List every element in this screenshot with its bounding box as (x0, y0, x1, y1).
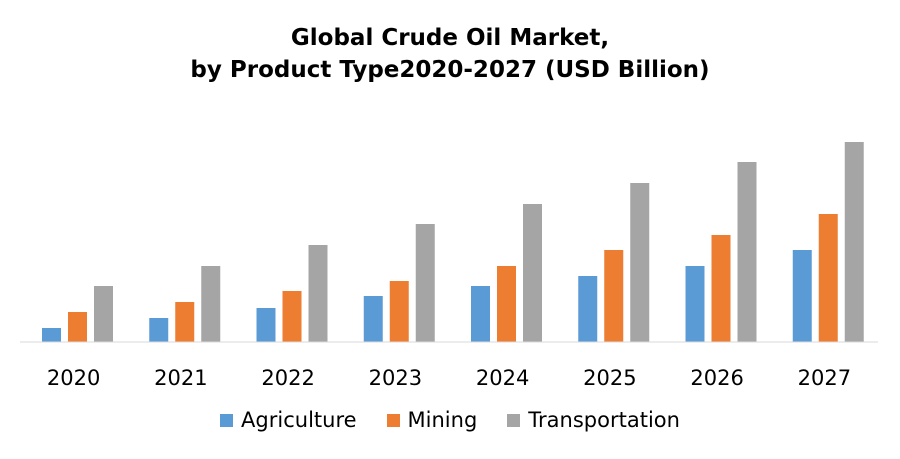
x-tick-label-2026: 2026 (690, 366, 743, 390)
bar-transportation-2020 (94, 286, 113, 342)
bar-transportation-2025 (630, 183, 650, 342)
bar-transportation-2027 (844, 142, 864, 342)
legend-swatch-transportation (507, 413, 521, 427)
chart-title-line1: Global Crude Oil Market, (290, 25, 610, 51)
bar-transportation-2022 (308, 245, 328, 342)
bar-mining-2025 (604, 250, 624, 342)
legend-swatch-agriculture (220, 413, 234, 427)
legend-item-transportation: Transportation (507, 408, 680, 432)
bar-agriculture-2024 (471, 286, 490, 342)
chart-title: Global Crude Oil Market, by Product Type… (0, 22, 900, 86)
bar-transportation-2026 (737, 162, 757, 342)
legend-label-transportation: Transportation (528, 408, 680, 432)
x-tick-label-2025: 2025 (583, 366, 636, 390)
bar-agriculture-2021 (149, 318, 169, 342)
x-tick-label-2021: 2021 (154, 366, 207, 390)
bar-agriculture-2022 (256, 308, 276, 342)
bar-mining-2020 (68, 312, 87, 342)
x-tick-label-2024: 2024 (476, 366, 529, 390)
bar-agriculture-2020 (42, 328, 61, 342)
bar-agriculture-2027 (792, 250, 812, 342)
x-tick-label-2027: 2027 (798, 366, 851, 390)
chart-legend: Agriculture Mining Transportation (0, 408, 900, 432)
bar-mining-2021 (175, 302, 195, 342)
bar-mining-2022 (282, 291, 302, 342)
bar-transportation-2023 (415, 224, 435, 342)
legend-item-mining: Mining (386, 408, 478, 432)
legend-label-agriculture: Agriculture (241, 408, 357, 432)
bar-agriculture-2023 (363, 296, 383, 342)
bar-mining-2024 (497, 266, 516, 342)
legend-swatch-mining (386, 413, 400, 427)
bar-agriculture-2025 (578, 276, 598, 342)
chart-title-line2: by Product Type2020-2027 (USD Billion) (190, 57, 710, 83)
legend-item-agriculture: Agriculture (220, 408, 357, 432)
legend-label-mining: Mining (407, 408, 478, 432)
x-tick-label-2023: 2023 (369, 366, 422, 390)
x-tick-label-2020: 2020 (47, 366, 100, 390)
bar-mining-2027 (818, 214, 838, 342)
bar-mining-2023 (389, 281, 409, 342)
bar-transportation-2024 (523, 204, 542, 342)
x-tick-label-2022: 2022 (261, 366, 314, 390)
bar-transportation-2021 (201, 266, 221, 342)
bar-agriculture-2026 (685, 266, 705, 342)
bar-mining-2026 (711, 235, 731, 342)
